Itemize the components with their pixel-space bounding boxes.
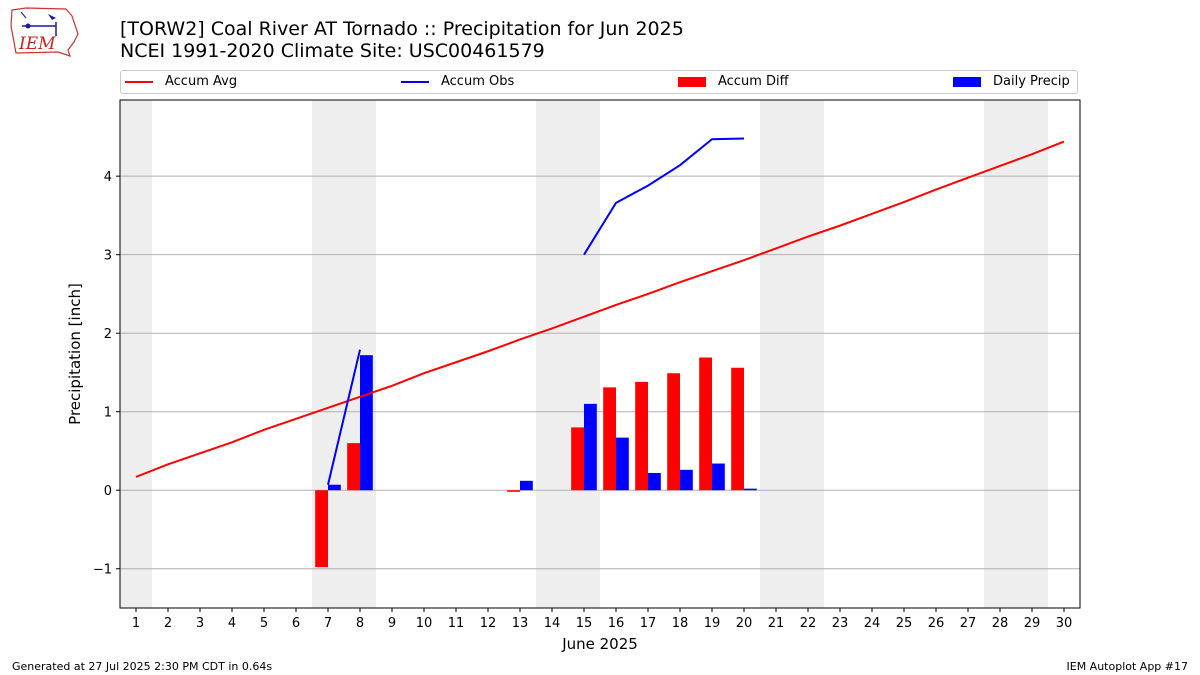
y-tick-label: −1 <box>93 563 112 578</box>
bar-accum-diff <box>571 427 584 491</box>
x-tick-label: 5 <box>260 616 268 631</box>
bar-accum-diff <box>731 367 744 491</box>
legend-swatch-accum-diff <box>678 76 706 87</box>
legend-label-accum-avg: Accum Avg <box>165 74 238 89</box>
x-tick-label: 2 <box>164 616 172 631</box>
bar-daily-precip <box>648 472 661 491</box>
bar-accum-diff <box>667 373 680 491</box>
y-tick-label: 0 <box>104 484 112 499</box>
weekend-band <box>984 100 1048 608</box>
plot-frame <box>119 99 1081 609</box>
y-tick-label: 2 <box>104 327 112 342</box>
x-tick-label: 29 <box>1024 616 1041 631</box>
weekend-band <box>120 100 152 608</box>
weekend-band <box>536 100 600 608</box>
y-tick-label: 1 <box>104 406 112 421</box>
x-axis-label: June 2025 <box>561 635 638 653</box>
x-tick-label: 23 <box>832 616 849 631</box>
legend-item-accum-avg: Accum Avg <box>125 74 237 89</box>
x-tick-label: 20 <box>736 616 753 631</box>
bar-daily-precip <box>680 469 693 491</box>
bar-daily-precip <box>360 355 373 491</box>
bar-daily-precip <box>520 480 533 491</box>
x-tick-label: 28 <box>992 616 1009 631</box>
x-tick-label: 30 <box>1056 616 1073 631</box>
logo-text: IEM <box>18 34 56 54</box>
line-accum-avg <box>135 140 1065 478</box>
footer-generated: Generated at 27 Jul 2025 2:30 PM CDT in … <box>12 660 273 673</box>
x-tick-label: 1 <box>132 616 140 631</box>
bar-accum-diff <box>603 387 616 491</box>
chart-legend: Accum Avg Accum Obs Accum Diff Daily Pre… <box>120 70 1078 94</box>
bar-accum-diff <box>347 443 360 491</box>
bar-daily-precip <box>712 463 725 491</box>
legend-item-accum-diff: Accum Diff <box>678 74 789 89</box>
bar-daily-precip <box>744 488 757 491</box>
x-tick-label: 19 <box>704 616 721 631</box>
chart-subtitle: NCEI 1991-2020 Climate Site: USC00461579 <box>120 40 545 62</box>
y-axis-label: Precipitation [inch] <box>66 283 84 425</box>
x-tick-label: 14 <box>544 616 561 631</box>
x-tick-label: 8 <box>356 616 364 631</box>
bar-accum-diff <box>315 490 328 568</box>
bar-series <box>315 355 757 568</box>
line-accum-obs <box>583 137 745 256</box>
x-tick-label: 25 <box>896 616 913 631</box>
chart-title: [TORW2] Coal River AT Tornado :: Precipi… <box>120 18 684 40</box>
bar-daily-precip <box>328 484 341 491</box>
x-tick-label: 17 <box>640 616 657 631</box>
x-tick-label: 16 <box>608 616 625 631</box>
x-tick-label: 11 <box>448 616 465 631</box>
y-axis: −1 0 1 2 3 4 <box>93 170 120 578</box>
legend-swatch-daily-precip <box>953 76 981 87</box>
legend-label-daily-precip: Daily Precip <box>993 74 1070 89</box>
line-accum-obs <box>327 349 361 485</box>
y-gridlines <box>120 175 1080 570</box>
legend-label-accum-diff: Accum Diff <box>718 74 789 89</box>
x-axis: 1 2 3 4 5 6 7 8 9 10 11 12 13 14 15 16 17 18 19 20 21 22 23 24 2… <box>132 608 1072 631</box>
legend-swatch-accum-obs <box>401 80 429 83</box>
weekend-shading <box>120 100 1048 608</box>
y-tick-label: 3 <box>104 249 112 264</box>
bar-accum-diff <box>699 357 712 491</box>
legend-label-accum-obs: Accum Obs <box>441 74 515 89</box>
x-tick-label: 3 <box>196 616 204 631</box>
legend-item-daily-precip: Daily Precip <box>953 74 1070 89</box>
x-tick-label: 21 <box>768 616 785 631</box>
x-tick-label: 22 <box>800 616 817 631</box>
y-tick-label: 4 <box>104 170 112 185</box>
x-tick-label: 27 <box>960 616 977 631</box>
x-tick-label: 6 <box>292 616 300 631</box>
x-tick-label: 18 <box>672 616 689 631</box>
x-tick-label: 7 <box>324 616 332 631</box>
bar-accum-diff <box>507 490 520 492</box>
weekend-band <box>760 100 824 608</box>
legend-swatch-accum-avg <box>125 80 153 83</box>
bar-daily-precip <box>584 403 597 491</box>
footer-app: IEM Autoplot App #17 <box>1066 660 1189 673</box>
x-tick-label: 12 <box>480 616 497 631</box>
x-tick-label: 13 <box>512 616 529 631</box>
iem-logo: IEM <box>10 7 79 57</box>
x-tick-label: 10 <box>416 616 433 631</box>
line-series <box>135 137 1065 485</box>
x-tick-label: 26 <box>928 616 945 631</box>
legend-item-accum-obs: Accum Obs <box>401 74 514 89</box>
x-tick-label: 9 <box>388 616 396 631</box>
x-tick-label: 4 <box>228 616 236 631</box>
x-tick-label: 24 <box>864 616 881 631</box>
bar-accum-diff <box>635 381 648 491</box>
bar-daily-precip <box>616 437 629 491</box>
x-tick-label: 15 <box>576 616 593 631</box>
